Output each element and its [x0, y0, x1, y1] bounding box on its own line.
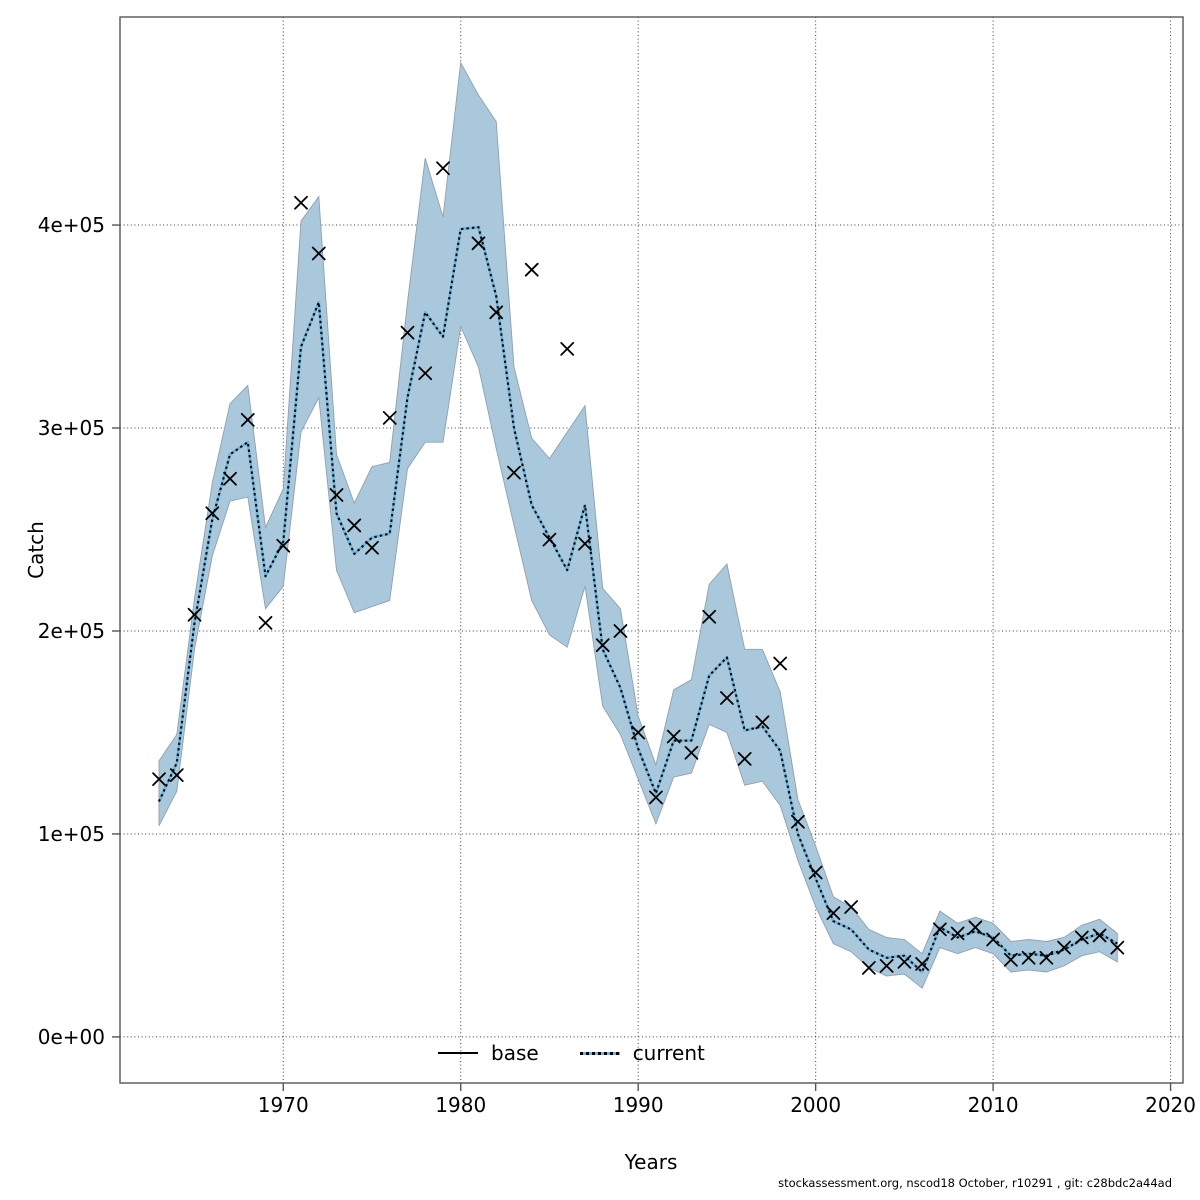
observed-catch-marker: [578, 536, 592, 551]
observed-catch-marker: [382, 410, 397, 425]
observed-catch-marker: [986, 932, 1001, 947]
observed-catch-marker: [1003, 952, 1018, 967]
legend-current-line-icon: [579, 1051, 620, 1055]
observed-catch-marker: [932, 922, 947, 937]
observed-catch-marker: [720, 691, 734, 705]
observed-catch-marker: [205, 506, 220, 521]
observed-catch-marker: [915, 956, 930, 971]
observed-catch-marker: [1021, 950, 1036, 965]
observed-catch-marker: [436, 161, 450, 176]
observed-catch-marker: [418, 366, 433, 381]
observed-catch-marker: [1110, 940, 1125, 955]
observed-catch-marker: [471, 236, 486, 251]
observed-catch-marker: [560, 341, 575, 356]
observed-catch-marker: [223, 471, 237, 486]
current-line: [158, 226, 1118, 973]
observed-catch-marker: [507, 465, 521, 480]
y-axis-title: Catch: [24, 521, 48, 579]
observed-catch-marker: [684, 745, 699, 760]
confidence-band: [158, 61, 1118, 989]
observed-catch-marker: [258, 615, 273, 630]
observed-catch-marker: [311, 246, 326, 261]
observed-catch-marker: [365, 540, 379, 555]
observed-catch-marker: [595, 638, 610, 653]
observed-catch-marker: [187, 607, 202, 622]
y-tick-label: 0e+00: [37, 1024, 105, 1049]
observed-catch-marker: [950, 926, 965, 941]
observed-catch-marker: [826, 906, 841, 921]
observed-catch-marker: [879, 958, 894, 973]
x-axis-title: Years: [624, 1150, 678, 1174]
observed-catch-marker: [773, 656, 788, 671]
x-tick-label: 2000: [790, 1093, 842, 1117]
observed-catch-marker: [347, 518, 362, 533]
observed-catch-marker: [791, 814, 805, 829]
observed-catch-marker: [169, 768, 184, 782]
plot-frame: [119, 16, 1184, 1084]
observed-catch-marker: [861, 961, 876, 975]
observed-catch-marker: [152, 772, 166, 787]
legend-base-label: base: [491, 1041, 539, 1065]
observed-catch-marker: [400, 325, 415, 340]
observed-catch-marker: [897, 954, 912, 969]
observed-catch-marker: [631, 725, 646, 740]
x-tick-label: 2010: [967, 1093, 1019, 1117]
legend-current-label: current: [632, 1041, 705, 1065]
observed-catch-marker: [808, 865, 823, 880]
observed-catch-marker: [524, 262, 539, 277]
y-tick-label: 3e+05: [37, 416, 105, 440]
observed-catch-marker: [1057, 940, 1071, 955]
x-tick-label: 1990: [612, 1093, 664, 1117]
legend: base current: [438, 1041, 746, 1065]
observed-catch-marker: [1092, 928, 1107, 943]
observed-catch-marker: [613, 624, 628, 638]
y-tick-label: 2e+05: [37, 618, 105, 643]
observed-catch-marker: [737, 751, 752, 766]
observed-catch-marker: [666, 729, 681, 744]
legend-base-line-icon: [438, 1052, 478, 1054]
observed-catch-marker: [294, 195, 308, 210]
y-tick-label: 1e+05: [37, 821, 105, 846]
observed-catch-marker: [702, 609, 717, 624]
observed-catch-marker: [489, 305, 504, 320]
observed-catch-marker: [755, 715, 770, 730]
x-tick-label: 2020: [1145, 1093, 1197, 1117]
x-tick-label: 1970: [257, 1093, 309, 1117]
observed-catch-marker: [968, 920, 983, 935]
observed-catch-marker: [329, 488, 344, 502]
observed-catch-marker: [1074, 930, 1089, 945]
x-tick-label: 1980: [435, 1093, 487, 1117]
footer-attribution: stockassessment.org, nscod18 October, r1…: [778, 1176, 1172, 1190]
observed-catch-marker: [542, 532, 557, 547]
y-tick-label: 4e+05: [37, 213, 105, 238]
observed-catch-marker: [240, 412, 255, 427]
observed-catch-marker: [276, 538, 291, 553]
observed-catch-marker: [844, 900, 859, 914]
observed-catch-marker: [649, 790, 663, 805]
observed-catch-marker: [1039, 950, 1054, 965]
